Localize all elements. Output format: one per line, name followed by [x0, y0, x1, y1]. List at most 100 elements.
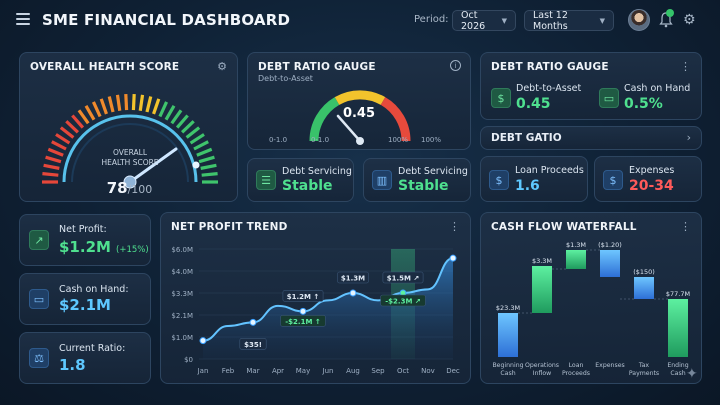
- expenses-label: Expenses: [629, 165, 675, 176]
- gauge-tick: [201, 172, 218, 177]
- debt-summary-title: DEBT RATIO GAUGE: [491, 61, 609, 73]
- cash-flow-waterfall-card: CASH FLOW WATERFALL ⋮ $23.3M Beginning Cas…: [480, 212, 702, 384]
- bar-value-label: $1.3M: [566, 241, 586, 249]
- gauge-tick: [196, 147, 213, 157]
- bar-value-label: ($1.20): [598, 241, 622, 249]
- annotation-box: [282, 290, 324, 302]
- debt-gatio-row[interactable]: DEBT GATIO ›: [480, 126, 702, 150]
- gauge-tick: [59, 126, 75, 139]
- x-tick-label: Dec: [446, 367, 460, 375]
- waterfall-bar[interactable]: [498, 313, 518, 357]
- y-tick-label: $0: [184, 356, 193, 364]
- current-ratio-value: 1.8: [59, 356, 86, 374]
- annotation-label: $35!: [244, 341, 262, 349]
- x-tick-label: Oct: [397, 367, 409, 375]
- data-point[interactable]: [449, 254, 457, 262]
- more-options-icon[interactable]: ⋮: [680, 60, 691, 73]
- loan-proceeds-card[interactable]: $ Loan Proceeds 1.6: [480, 156, 588, 202]
- debt-servicing-label: Debt Servicing: [282, 166, 352, 177]
- net-profit-card[interactable]: ↗ Net Profit: $1.2M (+15%): [19, 214, 151, 266]
- data-point[interactable]: [349, 289, 357, 297]
- health-score-title: OVERALL HEALTH SCORE: [30, 61, 180, 73]
- period-select-value: Oct 2026: [461, 9, 486, 32]
- health-gauge: OVERALL HEALTH SCORE: [42, 94, 218, 189]
- data-point[interactable]: [199, 337, 207, 345]
- waterfall-bar[interactable]: [634, 277, 654, 299]
- period-label: Period:: [414, 14, 449, 25]
- gauge-tick-label: 100%: [388, 136, 408, 144]
- loan-proceeds-value: 1.6: [515, 178, 540, 194]
- net-profit-change: (+15%): [116, 245, 149, 255]
- gauge-tick-label: 100%: [421, 136, 441, 144]
- expenses-value: 20-34: [629, 178, 674, 194]
- trend-up-icon: ↗: [29, 230, 49, 250]
- net-profit-label: Net Profit:: [59, 224, 107, 235]
- x-tick-label: May: [296, 367, 310, 375]
- x-tick-label: Sep: [371, 367, 385, 375]
- waterfall-bar[interactable]: [532, 266, 552, 313]
- waterfall-bar[interactable]: [668, 299, 688, 357]
- annotation-label: -$2.3M ↗: [385, 298, 420, 306]
- bar-value-label: $23.3M: [496, 304, 520, 312]
- x-tick-label: Nov: [421, 367, 435, 375]
- net-profit-trend-chart: $0 $1.0M $2.1M $3.3M $4.0M $6.0M Jan Feb Mar Apr M…: [171, 246, 460, 375]
- gauge-label-line1: OVERALL: [113, 148, 148, 157]
- net-profit-trend-card: NET PROFIT TREND ⋮ $0 $1.0M $2.1M $3.3M $4.0…: [160, 212, 471, 384]
- waterfall-bar[interactable]: [600, 250, 620, 277]
- y-tick-label: $3.3M: [171, 290, 193, 298]
- debt-ratio-summary-card: DEBT RATIO GAUGE ⋮ $ Debt-to-Asset 0.45 …: [480, 52, 702, 120]
- gauge-tick: [189, 133, 205, 145]
- data-point[interactable]: [249, 318, 257, 326]
- period-select[interactable]: Oct 2026 ▼: [452, 9, 516, 32]
- info-icon[interactable]: i: [450, 60, 461, 71]
- gauge-tick: [55, 133, 71, 145]
- cash-on-hand-card[interactable]: ▭ Cash on Hand: $2.1M: [19, 273, 151, 325]
- gauge-tick: [43, 163, 60, 170]
- more-options-icon[interactable]: ⋮: [680, 220, 691, 233]
- gauge-tick: [145, 96, 153, 113]
- expenses-card[interactable]: $ Expenses 20-34: [594, 156, 702, 202]
- bar-value-label: ($150): [633, 268, 655, 276]
- x-tick-label: Jun: [322, 367, 334, 375]
- gauge-tick: [107, 96, 115, 113]
- annotation-box: [239, 338, 267, 350]
- debt-servicing-card[interactable]: ▥ Debt Servicing Stable: [363, 158, 471, 202]
- y-tick-label: $1.0M: [171, 334, 193, 342]
- menu-icon[interactable]: [16, 13, 30, 25]
- gauge-tick: [181, 120, 195, 134]
- scale-icon: ⚖: [29, 348, 49, 368]
- more-options-icon[interactable]: ⋮: [449, 220, 460, 233]
- x-tick-label: Feb: [222, 367, 235, 375]
- gauge-tick: [84, 104, 96, 121]
- cash-icon: ▭: [599, 88, 619, 108]
- money-bag-icon: $: [491, 88, 511, 108]
- health-score-value: 78/100: [20, 178, 239, 197]
- debt-gauge-subtitle: Debt-to-Asset: [258, 74, 313, 83]
- x-category-label: Payments: [629, 370, 659, 377]
- dollar-icon: $: [489, 170, 509, 190]
- cash-on-hand-value: 0.5%: [624, 96, 663, 112]
- gauge-tick: [131, 94, 136, 111]
- gear-icon[interactable]: ⚙: [217, 60, 227, 73]
- gear-icon[interactable]: ⚙: [683, 12, 696, 28]
- gauge-tick: [47, 147, 64, 157]
- current-ratio-card[interactable]: ⚖ Current Ratio: 1.8: [19, 332, 151, 384]
- current-ratio-label: Current Ratio:: [59, 343, 126, 354]
- cash-on-hand-value: $2.1M: [59, 296, 111, 314]
- x-tick-label: Jan: [197, 367, 209, 375]
- range-select[interactable]: Last 12 Months ▼: [524, 10, 614, 32]
- x-category-label: Operations: [525, 362, 559, 369]
- x-category-label: Proceeds: [562, 370, 590, 377]
- avatar[interactable]: [628, 9, 650, 31]
- annotation-box: [380, 294, 426, 307]
- gauge-tick: [42, 172, 59, 177]
- gauge-label-line2: HEALTH SCORE: [101, 158, 158, 167]
- waterfall-bar[interactable]: [566, 250, 586, 269]
- debt-to-asset-label: Debt-to-Asset: [516, 83, 582, 94]
- debt-ratio-gauge-card: DEBT RATIO GAUGE Debt-to-Asset i 0.45 0-…: [247, 52, 471, 150]
- annotation-label: $1.5M ↗: [387, 275, 420, 283]
- trend-area: [203, 258, 453, 359]
- gauge-tick: [91, 101, 102, 118]
- debt-servicing-card[interactable]: ☰ Debt Servicing Stable: [247, 158, 354, 202]
- data-point[interactable]: [299, 307, 307, 315]
